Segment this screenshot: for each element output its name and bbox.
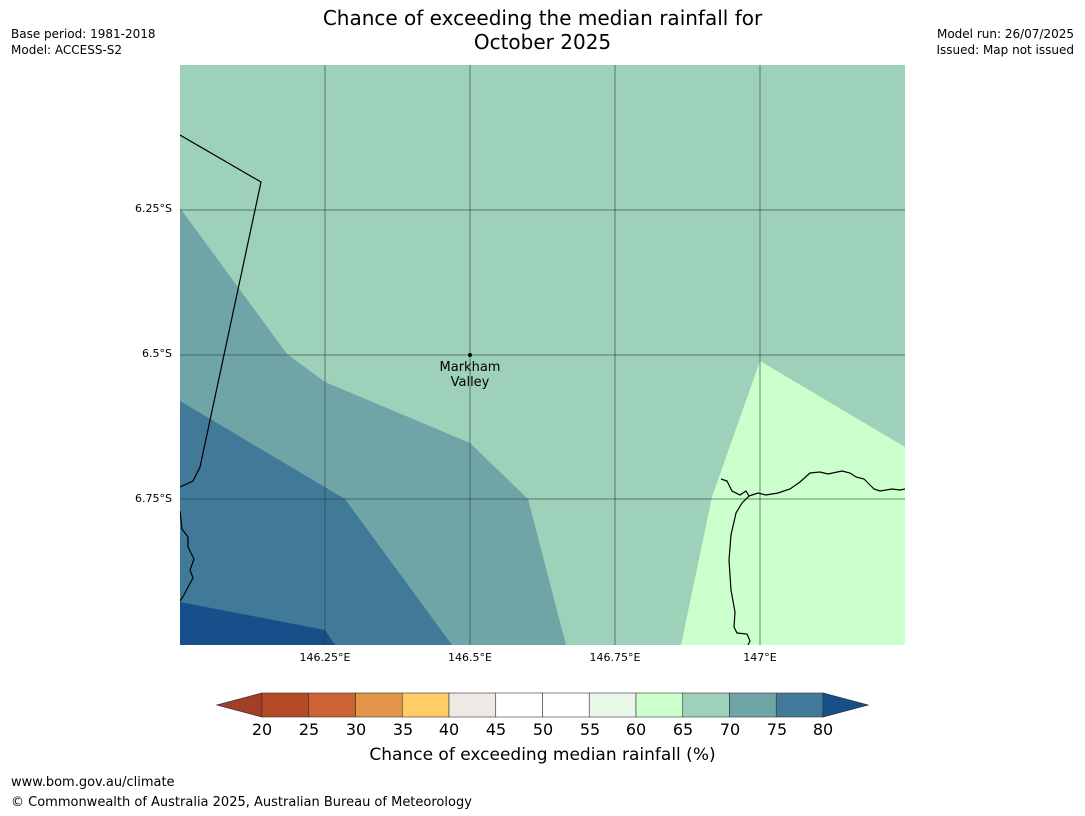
lon-tick-label: 146.75°E (589, 651, 641, 664)
markham-valley-marker (468, 353, 472, 357)
colorbar-tick-label: 55 (579, 720, 601, 739)
colorbar-segment (261, 692, 310, 718)
lat-tick-label: 6.5°S (142, 347, 172, 360)
colorbar-segment (355, 692, 403, 718)
title-line-1: Chance of exceeding the median rainfall … (322, 6, 763, 30)
model-text: Model: ACCESS-S2 (11, 43, 123, 57)
title-line-2: October 2025 (473, 30, 612, 54)
zone-75-80 (180, 401, 452, 645)
colorbar-segment (682, 692, 730, 718)
colorbar-tick-label: 75 (766, 720, 788, 739)
zone-60-65 (681, 361, 905, 645)
colorbar-tick-label: 45 (485, 720, 507, 739)
colorbar-tick-label: 40 (438, 720, 460, 739)
colorbar-tick-label: 70 (719, 720, 741, 739)
lat-tick-label: 6.75°S (135, 492, 172, 505)
page-title: Chance of exceeding the median rainfall … (0, 6, 1085, 54)
colorbar-high-extension (822, 692, 870, 718)
lon-tick-label: 146.25°E (299, 651, 351, 664)
border-line (180, 134, 262, 488)
colorbar-segment (448, 692, 497, 718)
issued-text: Issued: Map not issued (936, 43, 1074, 57)
colorbar-segment (588, 692, 637, 718)
colorbar-tick-label: 50 (532, 720, 554, 739)
place-label: Markham Valley (420, 360, 520, 390)
lat-tick-label: 6.25°S (135, 202, 172, 215)
place-label-line-2: Valley (450, 375, 490, 390)
lon-tick-label: 146.5°E (448, 651, 492, 664)
east-coastline (720, 478, 751, 645)
west-coastline (180, 510, 195, 602)
footer-url: www.bom.gov.au/climate (11, 775, 175, 790)
colorbar-tick-label: 25 (298, 720, 320, 739)
rainfall-map (180, 65, 905, 645)
colorbar-tick-label: 80 (812, 720, 834, 739)
east-coastline-north (748, 470, 905, 497)
colorbar-low-extension (215, 692, 263, 718)
colorbar (215, 692, 870, 718)
footer-copyright: © Commonwealth of Australia 2025, Austra… (11, 795, 472, 810)
colorbar-tick-label: 30 (345, 720, 367, 739)
colorbar-title: Chance of exceeding median rainfall (%) (369, 745, 716, 765)
colorbar-segment (495, 692, 543, 718)
colorbar-tick-label: 35 (392, 720, 414, 739)
colorbar-tick-label: 60 (625, 720, 647, 739)
colorbar-tick-label: 65 (672, 720, 694, 739)
colorbar-tick-label: 20 (251, 720, 273, 739)
base-period-text: Base period: 1981-2018 (11, 27, 156, 41)
colorbar-segment (729, 692, 777, 718)
model-run-text: Model run: 26/07/2025 (936, 27, 1074, 41)
colorbar-segment (635, 692, 684, 718)
colorbar-segment (308, 692, 356, 718)
colorbar-segments (261, 692, 824, 718)
colorbar-segment (775, 692, 824, 718)
place-label-line-1: Markham (439, 360, 501, 375)
zone-80-plus (180, 602, 335, 645)
colorbar-segment (401, 692, 450, 718)
colorbar-segment (542, 692, 590, 718)
lon-tick-label: 147°E (743, 651, 777, 664)
